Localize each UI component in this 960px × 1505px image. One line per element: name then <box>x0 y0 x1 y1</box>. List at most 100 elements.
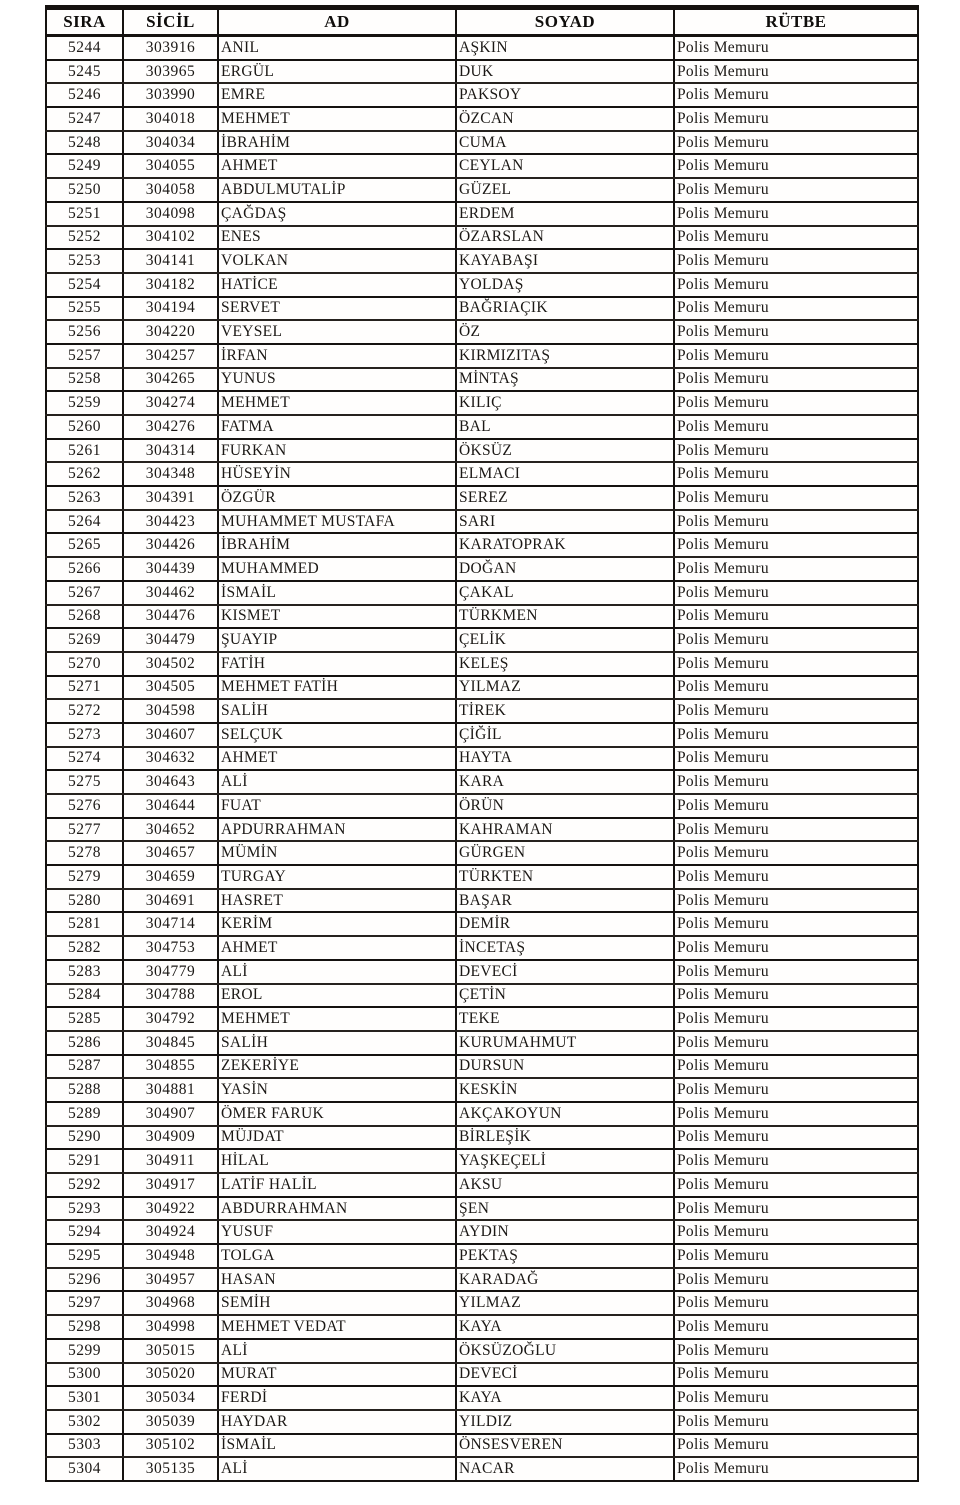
cell-rutbe: Polis Memuru <box>673 1361 919 1388</box>
cell-ad: MEHMET <box>217 390 457 416</box>
cell-ad: MÜJDAT <box>217 1124 457 1151</box>
cell-rutbe: Polis Memuru <box>673 1195 919 1222</box>
cell-sicil: 304423 <box>122 508 219 535</box>
cell-sira: 5257 <box>45 342 124 369</box>
cell-rutbe: Polis Memuru <box>673 864 919 890</box>
column-header-soyad: SOYAD <box>455 5 675 37</box>
table-row: 5294 304924 YUSUF AYDIN Polis Memuru <box>45 1219 919 1246</box>
table-row: 5281 304714 KERİM DEMİR Polis Memuru <box>45 911 919 938</box>
cell-ad: MEHMET <box>217 1006 457 1032</box>
cell-soyad: KILIÇ <box>455 390 675 416</box>
cell-sira: 5273 <box>45 721 124 748</box>
cell-rutbe: Polis Memuru <box>673 200 919 227</box>
cell-ad: EMRE <box>217 82 457 109</box>
cell-soyad: ÖNSESVEREN <box>455 1432 675 1459</box>
cell-rutbe: Polis Memuru <box>673 1100 919 1127</box>
cell-sicil: 304881 <box>122 1077 219 1103</box>
table-row: 5280 304691 HASRET BAŞAR Polis Memuru <box>45 887 919 914</box>
cell-ad: SELÇUK <box>217 721 457 748</box>
cell-rutbe: Polis Memuru <box>673 745 919 772</box>
cell-sira: 5287 <box>45 1053 124 1080</box>
cell-rutbe: Polis Memuru <box>673 437 919 464</box>
table-row: 5245 303965 ERGÜL DUK Polis Memuru <box>45 58 919 85</box>
cell-sira: 5246 <box>45 82 124 109</box>
table-row: 5300 305020 MURAT DEVECİ Polis Memuru <box>45 1361 919 1388</box>
cell-ad: ALİ <box>217 958 457 985</box>
cell-rutbe: Polis Memuru <box>673 248 919 274</box>
table-row: 5256 304220 VEYSEL ÖZ Polis Memuru <box>45 319 919 345</box>
cell-sicil: 304911 <box>122 1148 219 1174</box>
table-row: 5265 304426 İBRAHİM KARATOPRAK Polis Memuru <box>45 532 919 559</box>
cell-rutbe: Polis Memuru <box>673 1337 919 1364</box>
cell-rutbe: Polis Memuru <box>673 224 919 251</box>
cell-ad: ENES <box>217 224 457 251</box>
cell-ad: ERGÜL <box>217 58 457 85</box>
cell-ad: ALİ <box>217 1456 457 1482</box>
cell-sira: 5266 <box>45 556 124 582</box>
cell-sicil: 303990 <box>122 82 219 109</box>
cell-soyad: KESKİN <box>455 1077 675 1103</box>
cell-soyad: KIRMIZITAŞ <box>455 342 675 369</box>
cell-sicil: 304257 <box>122 342 219 369</box>
cell-ad: TURGAY <box>217 864 457 890</box>
cell-ad: ŞUAYIP <box>217 627 457 653</box>
header-row: SIRA SİCİL AD SOYAD RÜTBE <box>45 5 919 37</box>
column-header-sira: SIRA <box>45 5 124 37</box>
cell-rutbe: Polis Memuru <box>673 556 919 582</box>
cell-sira: 5258 <box>45 366 124 393</box>
cell-ad: HASAN <box>217 1266 457 1293</box>
cell-soyad: CEYLAN <box>455 153 675 180</box>
table-row: 5260 304276 FATMA BAL Polis Memuru <box>45 414 919 440</box>
cell-sicil: 304968 <box>122 1290 219 1317</box>
cell-ad: ABDULMUTALİP <box>217 177 457 203</box>
table-row: 5250 304058 ABDULMUTALİP GÜZEL Polis Memuru <box>45 177 919 203</box>
table-row: 5278 304657 MÜMİN GÜRGEN Polis Memuru <box>45 840 919 867</box>
table-row: 5298 304998 MEHMET VEDAT KAYA Polis Memuru <box>45 1314 919 1340</box>
cell-ad: İSMAİL <box>217 579 457 606</box>
table-row: 5276 304644 FUAT ÖRÜN Polis Memuru <box>45 793 919 819</box>
cell-rutbe: Polis Memuru <box>673 769 919 795</box>
cell-soyad: GÜRGEN <box>455 840 675 867</box>
cell-sicil: 304659 <box>122 864 219 890</box>
cell-sicil: 304607 <box>122 721 219 748</box>
cell-sira: 5260 <box>45 414 124 440</box>
cell-ad: KERİM <box>217 911 457 938</box>
cell-sicil: 304426 <box>122 532 219 559</box>
table-row: 5287 304855 ZEKERİYE DURSUN Polis Memuru <box>45 1053 919 1080</box>
cell-ad: TOLGA <box>217 1243 457 1269</box>
cell-ad: SALİH <box>217 1029 457 1056</box>
table-row: 5293 304922 ABDURRAHMAN ŞEN Polis Memuru <box>45 1195 919 1222</box>
table-row: 5272 304598 SALİH TİREK Polis Memuru <box>45 698 919 724</box>
cell-soyad: KURUMAHMUT <box>455 1029 675 1056</box>
cell-ad: YUSUF <box>217 1219 457 1246</box>
cell-sira: 5249 <box>45 153 124 180</box>
table-row: 5273 304607 SELÇUK ÇİĞİL Polis Memuru <box>45 721 919 748</box>
table-row: 5274 304632 AHMET HAYTA Polis Memuru <box>45 745 919 772</box>
cell-rutbe: Polis Memuru <box>673 461 919 488</box>
cell-rutbe: Polis Memuru <box>673 1148 919 1174</box>
cell-sicil: 304220 <box>122 319 219 345</box>
cell-rutbe: Polis Memuru <box>673 958 919 985</box>
cell-soyad: BİRLEŞİK <box>455 1124 675 1151</box>
table-row: 5248 304034 İBRAHİM CUMA Polis Memuru <box>45 129 919 156</box>
cell-sicil: 304439 <box>122 556 219 582</box>
cell-ad: HATİCE <box>217 271 457 298</box>
cell-rutbe: Polis Memuru <box>673 674 919 701</box>
cell-ad: FERDİ <box>217 1385 457 1411</box>
cell-sicil: 304779 <box>122 958 219 985</box>
table-row: 5268 304476 KISMET TÜRKMEN Polis Memuru <box>45 603 919 630</box>
cell-ad: SEMİH <box>217 1290 457 1317</box>
cell-rutbe: Polis Memuru <box>673 414 919 440</box>
cell-soyad: ÇELİK <box>455 627 675 653</box>
cell-soyad: TÜRKMEN <box>455 603 675 630</box>
cell-soyad: YILMAZ <box>455 674 675 701</box>
table-row: 5271 304505 MEHMET FATİH YILMAZ Polis Memuru <box>45 674 919 701</box>
cell-soyad: DEVECİ <box>455 958 675 985</box>
table-row: 5259 304274 MEHMET KILIÇ Polis Memuru <box>45 390 919 416</box>
cell-sira: 5274 <box>45 745 124 772</box>
cell-sicil: 304924 <box>122 1219 219 1246</box>
cell-ad: VEYSEL <box>217 319 457 345</box>
cell-sicil: 303916 <box>122 34 219 61</box>
cell-sicil: 304753 <box>122 935 219 961</box>
